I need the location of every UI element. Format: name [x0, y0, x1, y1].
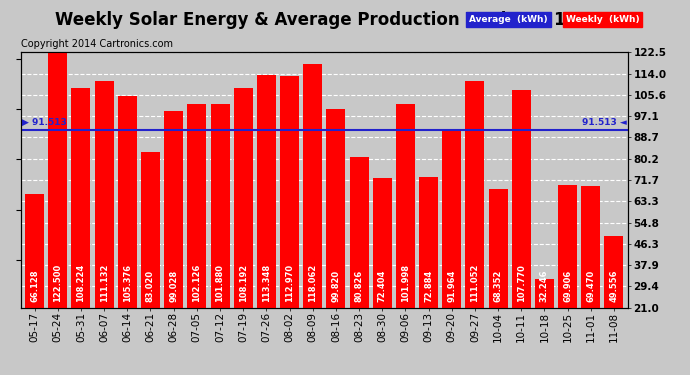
Text: Weekly  (kWh): Weekly (kWh): [566, 15, 640, 24]
Bar: [396, 104, 415, 308]
Text: 99.820: 99.820: [331, 270, 340, 303]
Text: Weekly Solar Energy & Average Production Wed Nov 12 06:44: Weekly Solar Energy & Average Production…: [55, 11, 635, 29]
Bar: [48, 53, 68, 308]
Bar: [141, 152, 160, 308]
Bar: [118, 96, 137, 308]
Text: Copyright 2014 Cartronics.com: Copyright 2014 Cartronics.com: [21, 39, 172, 50]
Text: 107.770: 107.770: [517, 265, 526, 303]
Bar: [303, 64, 322, 308]
Text: 68.352: 68.352: [493, 270, 502, 303]
Text: 108.224: 108.224: [77, 264, 86, 303]
Bar: [234, 88, 253, 308]
Bar: [442, 129, 462, 308]
Text: 105.376: 105.376: [123, 264, 132, 303]
Bar: [581, 186, 600, 308]
Bar: [72, 88, 90, 308]
Text: Average  (kWh): Average (kWh): [469, 15, 548, 24]
Text: 72.884: 72.884: [424, 270, 433, 303]
Bar: [466, 81, 484, 308]
Text: 118.062: 118.062: [308, 264, 317, 303]
Text: 72.404: 72.404: [377, 270, 386, 303]
Text: 69.470: 69.470: [586, 270, 595, 303]
Bar: [187, 104, 206, 308]
Bar: [257, 75, 276, 308]
Bar: [489, 189, 508, 308]
Text: 91.513 ◄: 91.513 ◄: [582, 118, 627, 128]
Text: 111.052: 111.052: [471, 264, 480, 303]
Text: 102.126: 102.126: [193, 264, 201, 303]
Text: 113.348: 113.348: [262, 264, 271, 303]
Text: 101.880: 101.880: [215, 264, 224, 303]
Bar: [326, 110, 346, 308]
Text: 112.970: 112.970: [285, 264, 294, 303]
Bar: [419, 177, 438, 308]
Bar: [535, 279, 554, 308]
Bar: [164, 111, 183, 308]
Bar: [373, 178, 392, 308]
Text: 91.964: 91.964: [447, 270, 456, 303]
Text: 108.192: 108.192: [239, 264, 248, 303]
Bar: [280, 76, 299, 308]
Text: 32.246: 32.246: [540, 270, 549, 303]
Bar: [25, 194, 44, 308]
Text: 83.020: 83.020: [146, 270, 155, 303]
Text: 66.128: 66.128: [30, 270, 39, 303]
Text: ▶ 91.513: ▶ 91.513: [22, 118, 67, 128]
Text: 99.028: 99.028: [169, 270, 178, 303]
Bar: [210, 104, 230, 308]
Bar: [350, 157, 368, 308]
Bar: [604, 236, 624, 308]
Text: 49.556: 49.556: [609, 270, 618, 303]
Text: 101.998: 101.998: [401, 264, 410, 303]
Bar: [512, 90, 531, 308]
Text: 69.906: 69.906: [563, 270, 572, 303]
Text: 80.826: 80.826: [355, 270, 364, 303]
Bar: [558, 184, 577, 308]
Bar: [95, 81, 114, 308]
Text: 111.132: 111.132: [99, 264, 108, 303]
Text: 122.500: 122.500: [53, 264, 62, 303]
